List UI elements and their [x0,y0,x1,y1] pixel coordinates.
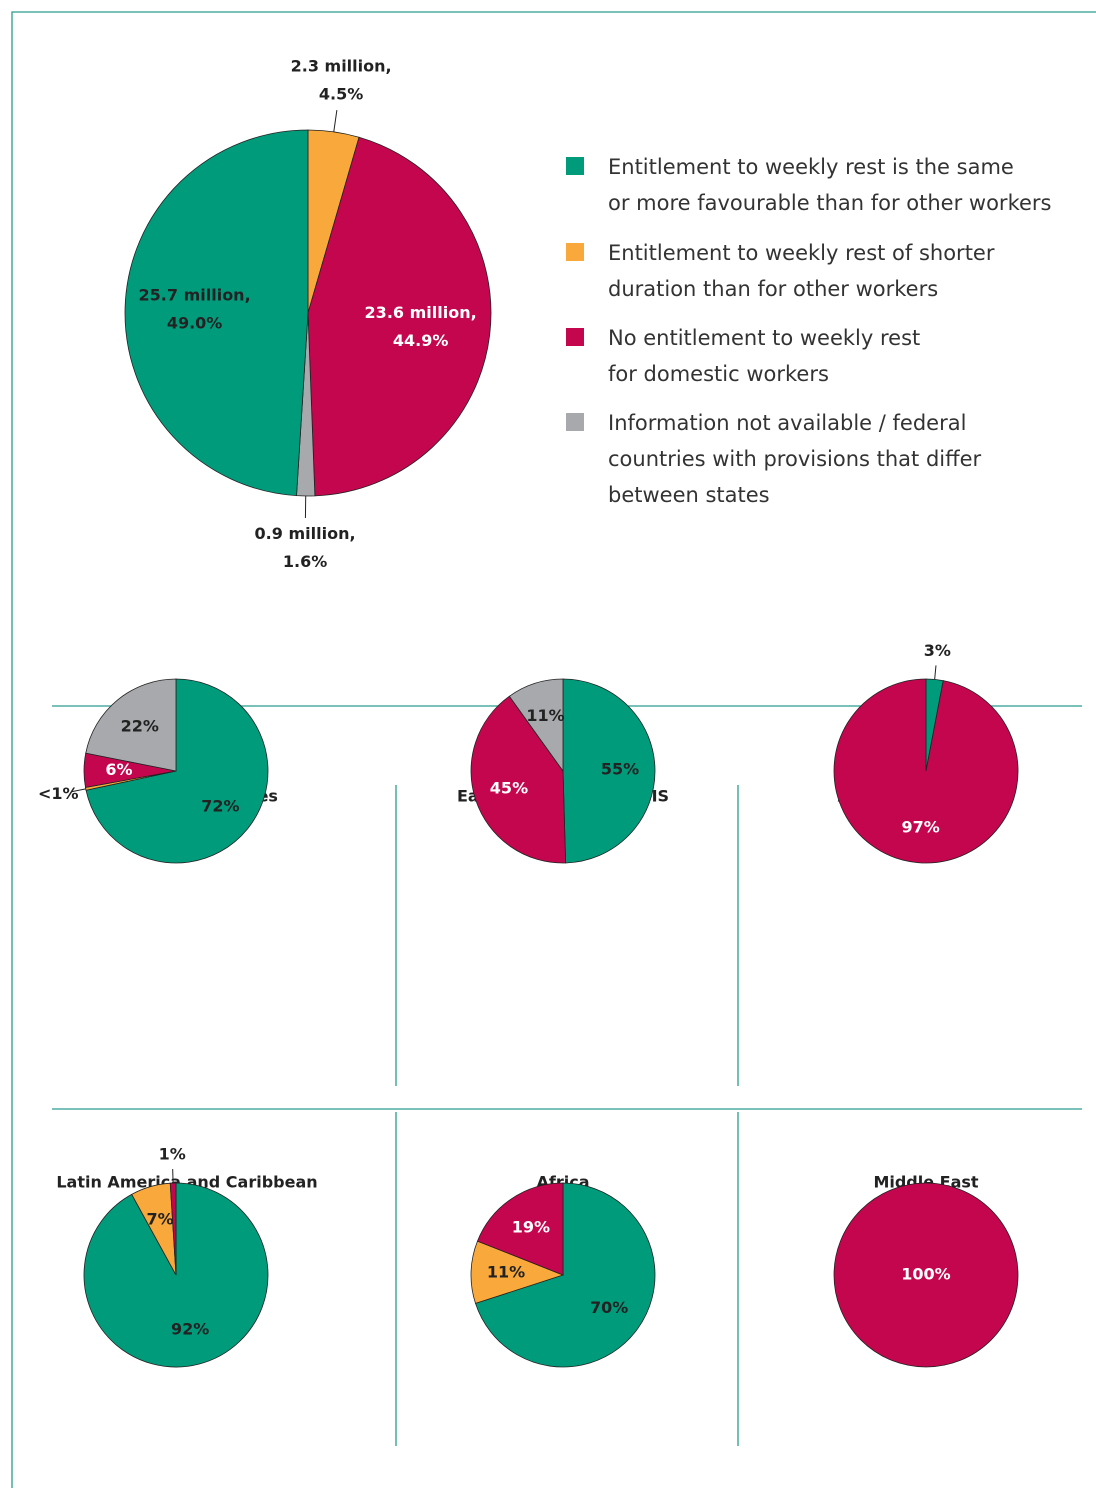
value-label: 11% [487,1263,525,1282]
legend-label: Entitlement to weekly rest of shorter dur… [608,241,995,301]
value-label: 92% [171,1320,209,1339]
pie-slice [508,678,564,773]
pie-slice [562,678,656,864]
pie-slice [307,136,492,497]
legend-swatch [566,157,584,175]
value-label: 100% [901,1265,950,1284]
legend-label: Entitlement to weekly rest is the same or… [608,155,1051,215]
value-label: 55% [601,760,639,779]
value-label: 19% [512,1217,550,1236]
value-label: 1% [159,1145,186,1164]
value-label: 7% [147,1210,174,1229]
pie-slice [833,678,1019,864]
value-label: 72% [201,796,239,815]
legend-swatch [566,243,584,261]
leader-line [71,788,86,793]
value-label: 6% [105,760,132,779]
legend-label: No entitlement to weekly rest for domesti… [608,326,920,386]
value-label: 45% [490,779,528,798]
frame [11,11,1096,1488]
pie-slice [85,678,269,864]
value-label: 70% [590,1298,628,1317]
pie-slice [474,1182,656,1368]
leader-line [333,109,338,132]
legend-label: Information not available / federal count… [608,411,982,507]
pie-slice [470,695,567,864]
value-label: 0.9 million, 1.6% [255,523,356,570]
value-label: <1% [38,784,79,803]
value-label: 25.7 million, 49.0% [139,285,251,332]
leader-line [934,665,937,680]
legend-swatch [566,413,584,431]
pie-slice [476,1182,564,1276]
value-label: 97% [901,817,939,836]
value-label: 2.3 million, 4.5% [291,56,392,103]
value-label: 11% [526,706,564,725]
pie-slice [124,129,309,497]
pie-slice [85,678,177,772]
value-label: 3% [924,641,951,660]
pie-slice [833,1182,1019,1368]
legend-swatch [566,328,584,346]
value-label: 22% [121,716,159,735]
value-label: 23.6 million, 44.9% [365,302,477,349]
pie-title: Latin America and Caribbean [56,1173,317,1192]
